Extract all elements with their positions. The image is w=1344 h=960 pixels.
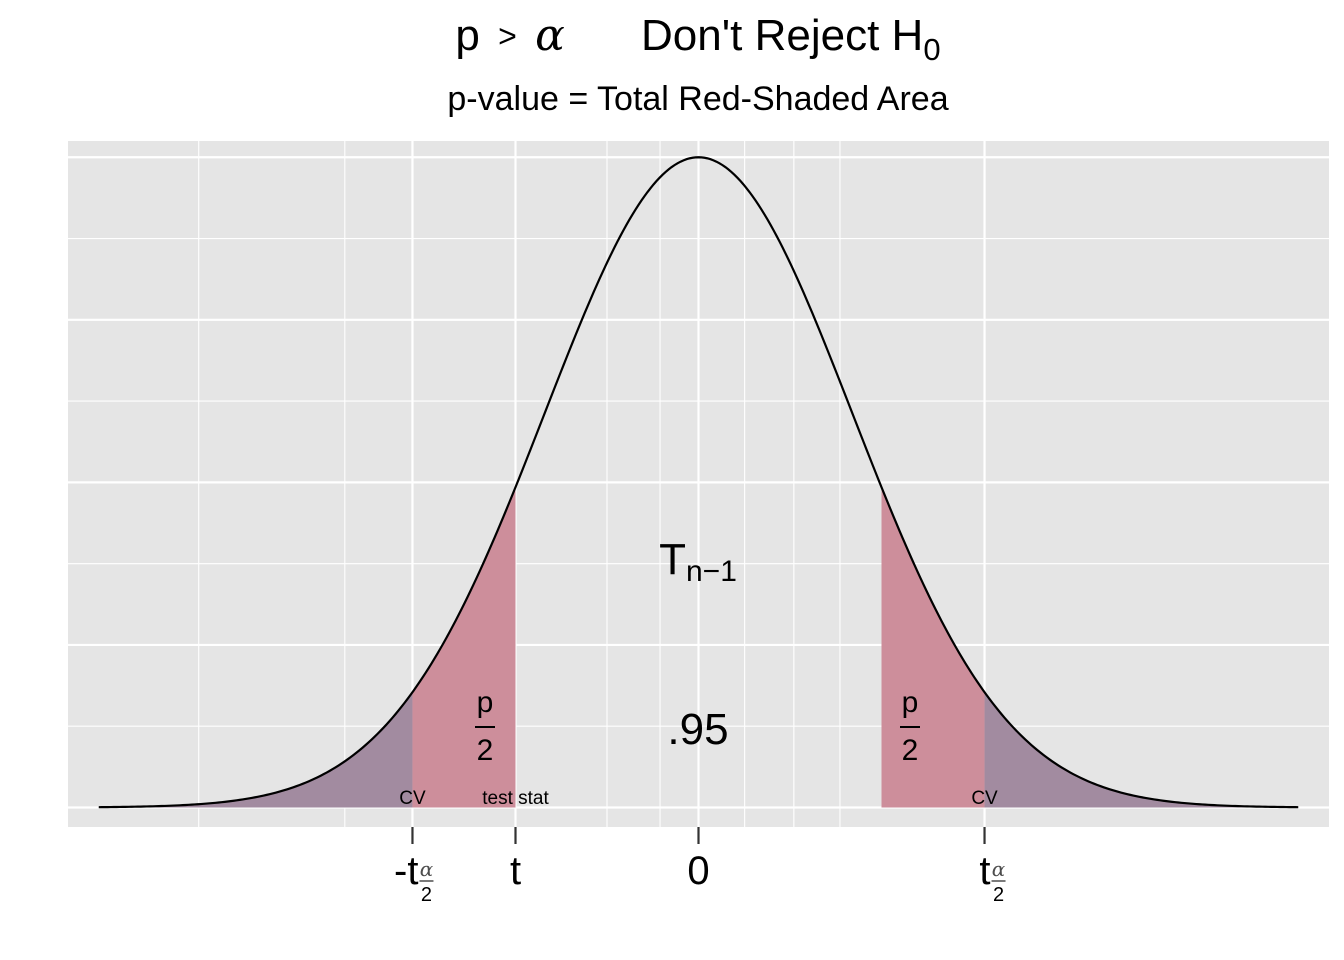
title-decision: Don't Reject H	[641, 11, 923, 60]
tail-label-right: p 2	[900, 686, 920, 767]
tick-label-neg-critical: -t α 2	[394, 849, 434, 906]
x-axis-ticks	[411, 827, 986, 844]
tail-left-numerator: p	[477, 686, 494, 719]
tail-right-denominator: 2	[902, 734, 919, 767]
tick-label-pos-critical: t α 2	[979, 849, 1005, 906]
chart-title: p > α Don't Reject H0	[455, 8, 940, 67]
rejection-region-left	[98, 692, 413, 808]
tick-neg-prefix: -t	[394, 849, 418, 893]
cv-label-right: CV	[971, 788, 998, 809]
tick-neg-two: 2	[421, 884, 432, 906]
title-alpha: α	[535, 10, 565, 61]
distribution-label: Tn−1	[659, 535, 737, 588]
tick-pos-two: 2	[993, 884, 1004, 906]
tick-label-t: t	[510, 849, 521, 893]
chart-subtitle: p-value = Total Red-Shaded Area	[447, 80, 948, 118]
title-subscript: 0	[923, 32, 940, 67]
test-stat-label: test stat	[482, 788, 549, 809]
distribution-letter: T	[659, 535, 686, 584]
cv-label-left: CV	[399, 788, 426, 809]
title-gt: >	[498, 18, 517, 54]
tail-label-left: p 2	[475, 686, 495, 767]
center-area-label: .95	[667, 705, 728, 754]
tick-label-zero: 0	[687, 849, 709, 893]
tick-neg-alpha: α	[420, 857, 434, 881]
title-p: p	[455, 11, 479, 60]
tail-right-numerator: p	[902, 686, 919, 719]
distribution-df: n−1	[686, 555, 737, 588]
density-curve	[98, 156, 1299, 809]
rejection-region-right	[984, 692, 1299, 808]
tick-pos-alpha: α	[992, 857, 1006, 881]
tail-left-denominator: 2	[477, 734, 494, 767]
tick-pos-prefix: t	[979, 849, 990, 893]
